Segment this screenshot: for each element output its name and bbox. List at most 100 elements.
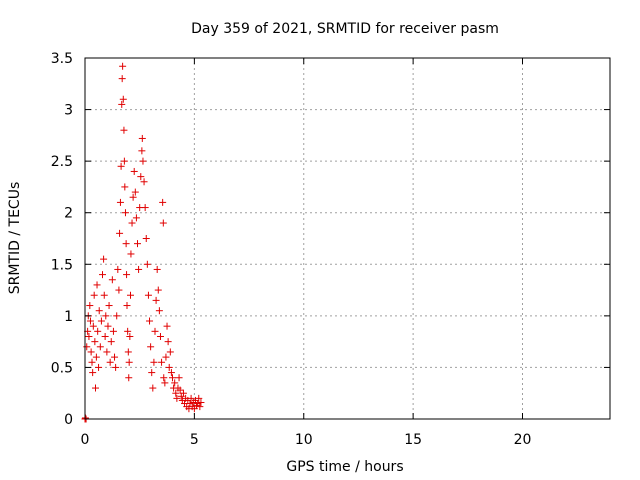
data-point [93,281,101,289]
data-point [146,317,154,325]
chart-title: Day 359 of 2021, SRMTID for receiver pas… [191,21,499,37]
data-point [155,307,163,315]
data-point [101,332,109,340]
data-point [196,403,204,411]
data-point [173,394,181,402]
data-point [151,327,159,335]
data-point [92,384,99,392]
data-point [94,327,102,335]
data-point [100,255,108,263]
data-point [140,178,148,186]
y-tick-label: 3.5 [51,51,73,67]
data-point [195,394,203,402]
data-point [148,369,156,377]
data-point [156,332,164,340]
data-point [150,358,158,366]
data-point [138,134,146,142]
data-point [131,188,139,196]
data-point [197,398,205,406]
data-point [162,353,170,361]
data-point [130,167,138,175]
data-point [116,198,124,206]
data-point [100,291,108,299]
x-tick-label: 15 [404,432,422,448]
data-point [129,193,137,201]
data-point [141,204,149,212]
data-point [153,265,161,273]
y-tick-label: 0.5 [51,360,73,376]
data-point [124,348,132,356]
data-point [121,209,129,217]
y-tick-label: 2.5 [51,154,73,170]
data-point [85,332,93,340]
data-point [120,126,128,134]
x-tick-label: 20 [514,432,532,448]
data-point [143,260,151,268]
data-point [99,271,106,279]
data-point [117,162,125,170]
data-point [154,286,162,294]
data-point [86,302,94,310]
data-point [159,198,167,206]
data-point [97,317,105,325]
data-point [88,358,96,366]
data-point [169,374,176,382]
data-point [149,384,157,392]
data-point [139,157,147,165]
data-point [164,338,172,346]
data-point [142,235,150,242]
data-point [166,348,174,356]
data-point [108,276,116,284]
data-point [147,343,155,351]
y-tick-label: 1.5 [51,257,73,273]
y-tick-label: 2 [64,206,73,222]
data-point [128,219,136,227]
data-point [116,229,124,237]
data-point [95,307,103,315]
data-point [119,62,127,70]
data-point [95,363,103,371]
y-tick-label: 1 [64,309,73,325]
plot-frame [84,57,611,420]
scatter-points [81,62,205,423]
data-point [89,322,97,330]
data-point [158,358,166,366]
data-point [138,147,146,155]
data-point [161,379,169,387]
data-point [105,302,113,310]
y-axis-title: SRMTID / TECUs [7,182,23,295]
data-point [103,348,111,356]
data-point [187,394,195,402]
data-point [171,379,179,387]
data-point [89,369,97,377]
data-point [135,265,143,273]
data-point [90,291,98,299]
data-point [121,183,129,191]
x-tick-label: 10 [295,432,313,448]
data-point [91,338,99,346]
data-point [106,358,114,366]
x-tick-labels: 0 5 10 15 20 [81,432,532,448]
data-point [123,271,131,279]
data-point [87,348,95,356]
data-point [122,240,130,248]
data-point [172,389,180,397]
data-point [86,317,94,325]
x-axis-title: GPS time / hours [286,459,403,475]
data-point [144,291,152,299]
data-point [114,265,122,273]
data-point [137,173,145,181]
data-point [109,327,117,335]
data-point [92,353,100,361]
data-point [132,214,140,222]
x-tick-label: 5 [190,432,199,448]
axis-ticks [84,57,610,420]
data-point [125,374,133,382]
data-point [118,75,126,83]
data-point [115,286,123,294]
data-point [123,302,131,310]
data-point [125,358,133,366]
y-tick-label: 0 [64,412,73,428]
data-point [152,296,160,304]
data-point [119,95,127,103]
